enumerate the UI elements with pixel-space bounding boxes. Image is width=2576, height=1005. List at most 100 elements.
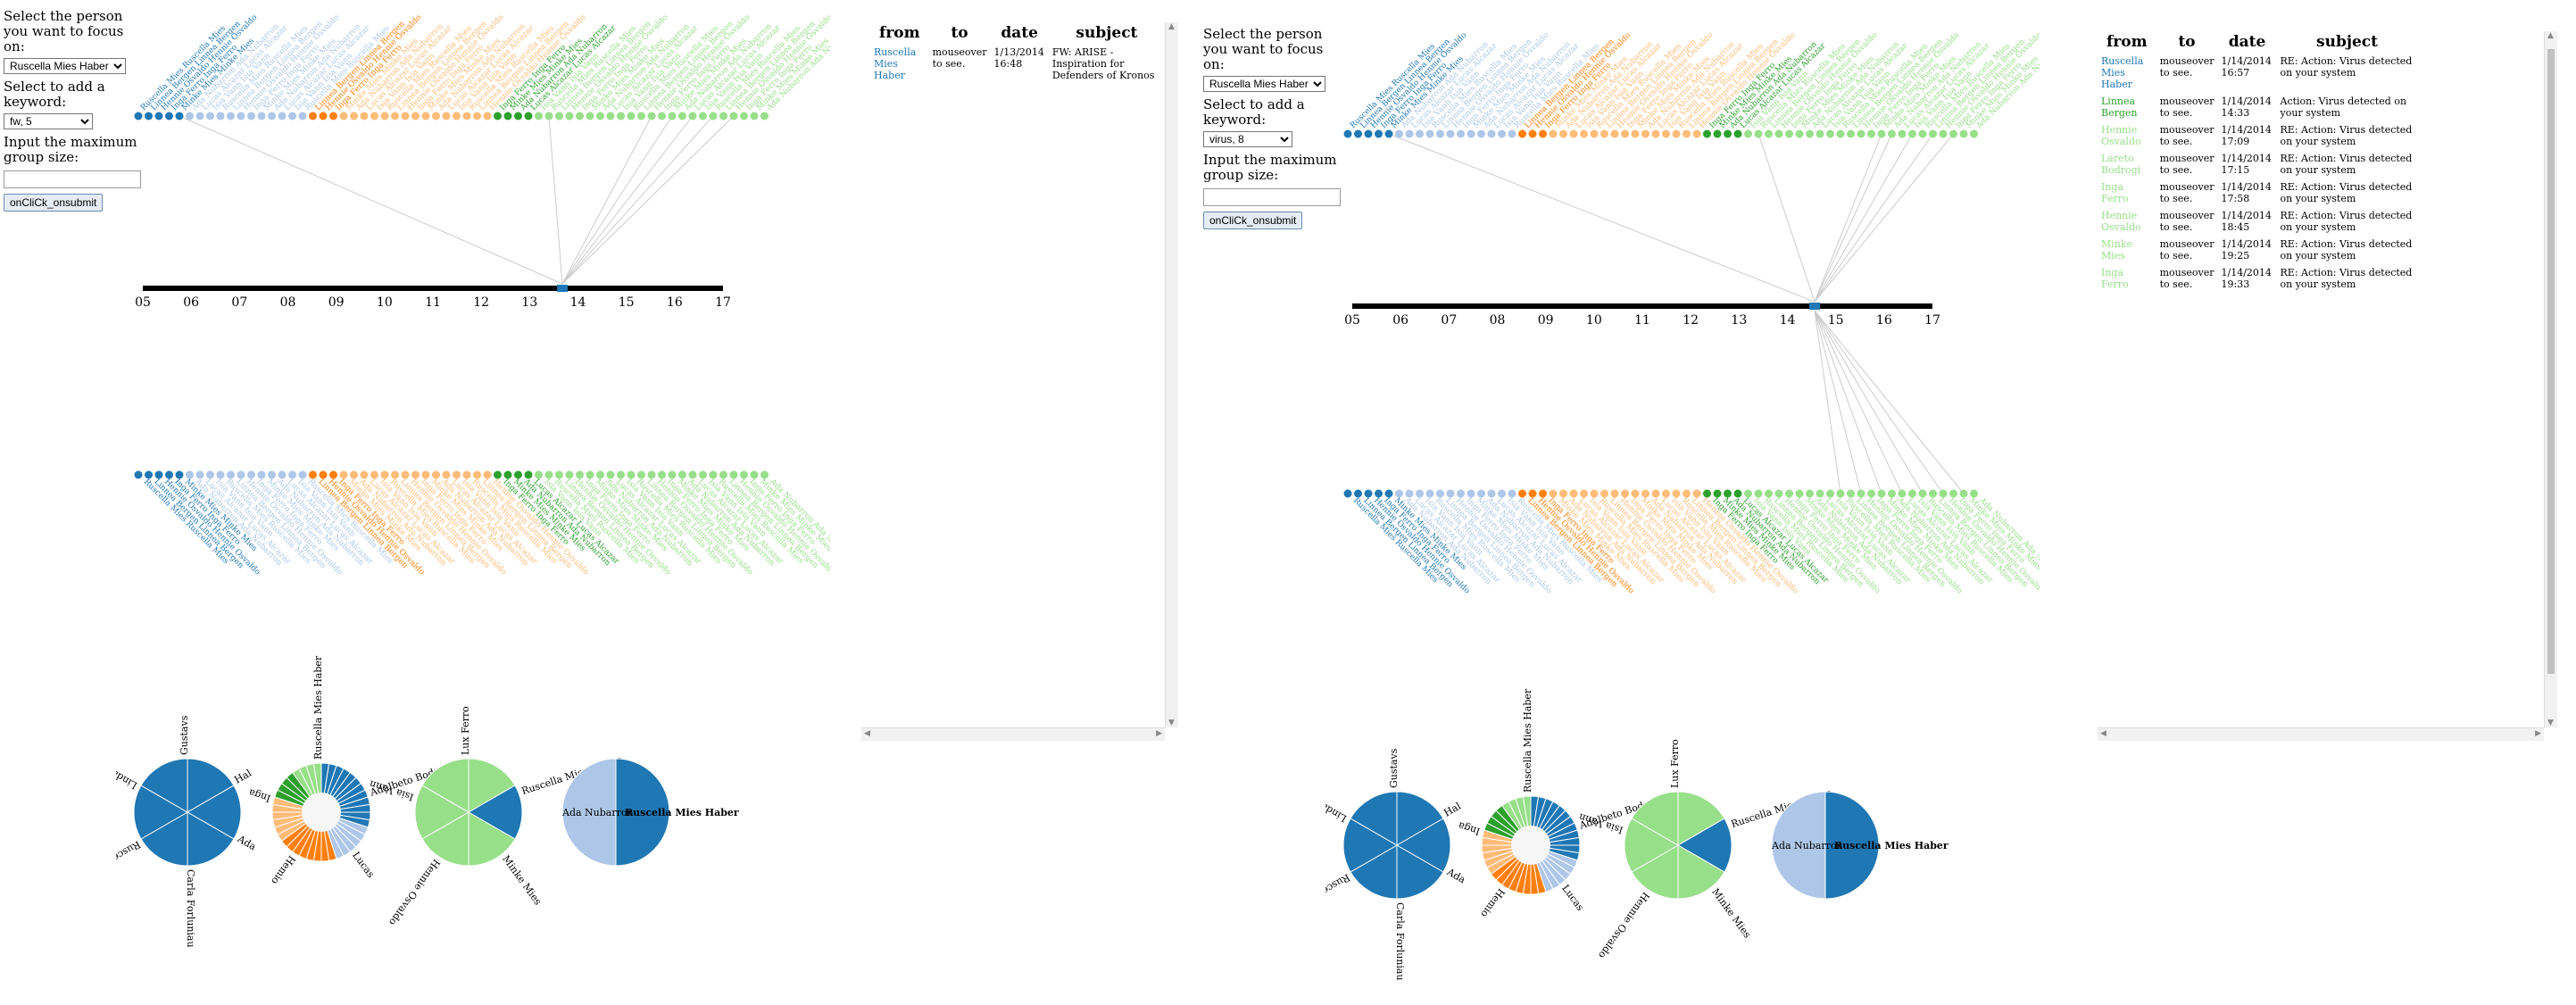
table-cell-to[interactable]: mouseover to see. [2159,267,2215,290]
person-node[interactable] [483,470,492,479]
person-node[interactable] [206,470,214,479]
person-node[interactable] [647,470,656,479]
person-node[interactable] [637,112,645,120]
person-node[interactable] [1549,129,1558,138]
scroll-up-arrow-icon[interactable]: ▲ [1168,22,1175,31]
submit-button[interactable]: onCliCk_onsubmit [4,194,104,212]
person-node[interactable] [1774,129,1783,138]
person-node[interactable] [462,112,471,120]
person-node[interactable] [421,470,430,479]
pie-slice[interactable] [187,758,235,813]
person-node[interactable] [1487,489,1496,498]
person-node[interactable] [1487,129,1496,138]
person-node[interactable] [1949,129,1957,138]
pie-slice[interactable] [468,758,516,813]
table-cell-to[interactable]: mouseover to see. [932,46,987,70]
pie-slice[interactable] [467,785,523,840]
pie-slice[interactable] [414,785,470,840]
person-node[interactable] [544,112,553,120]
person-node[interactable] [1569,129,1578,138]
person-node[interactable] [1692,489,1701,498]
pie-group-pair[interactable] [561,758,670,867]
person-node[interactable] [1898,129,1907,138]
person-node[interactable] [1724,129,1732,138]
person-node[interactable] [195,112,204,120]
person-node[interactable] [576,112,584,120]
person-node[interactable] [1528,489,1537,498]
person-node[interactable] [411,112,420,120]
person-node[interactable] [688,112,697,120]
person-node[interactable] [1528,129,1537,138]
person-node[interactable] [1836,489,1845,498]
person-node[interactable] [647,112,656,120]
person-node[interactable] [1477,129,1485,138]
pie-slice[interactable] [1396,844,1444,900]
person-node[interactable] [1733,129,1742,138]
person-node[interactable] [524,112,533,120]
person-node[interactable] [1559,489,1567,498]
person-node[interactable] [370,112,378,120]
person-node[interactable] [535,112,543,120]
table-row[interactable]: Lareto Bodrogi mouseover to see. 1/14/2014… [2098,150,2418,179]
person-node[interactable] [586,112,594,120]
person-node[interactable] [1918,129,1927,138]
person-node[interactable] [1518,489,1526,498]
person-node[interactable] [1405,129,1414,138]
person-node[interactable] [1559,129,1567,138]
person-node[interactable] [1518,129,1526,138]
pie-slice[interactable] [1350,791,1398,846]
person-node[interactable] [494,470,502,479]
person-node[interactable] [1457,129,1465,138]
pie-group-pair[interactable] [1771,791,1880,900]
pie-group-green[interactable] [1624,791,1733,900]
person-node[interactable] [1498,489,1506,498]
person-node[interactable] [247,112,255,120]
table-row[interactable]: Ruscella Mies Haber mouseover to see. 1/13… [870,44,1165,84]
person-node[interactable] [1467,489,1475,498]
person-node[interactable] [195,470,204,479]
table-cell-to[interactable]: mouseover to see. [2159,153,2215,176]
table-cell-to[interactable]: mouseover to see. [2159,210,2215,233]
person-node[interactable] [154,112,163,120]
scroll-down-arrow-icon[interactable]: ▼ [1168,718,1175,727]
person-node[interactable] [1416,129,1424,138]
person-node[interactable] [1888,129,1896,138]
pie-slice[interactable] [187,811,235,867]
person-node[interactable] [627,112,636,120]
person-node[interactable] [432,112,440,120]
table-row[interactable]: Inga Ferro mouseover to see. 1/14/2014 17:… [2098,179,2418,207]
person-node[interactable] [1785,129,1793,138]
person-node[interactable] [1621,489,1629,498]
person-node[interactable] [1970,129,1978,138]
person-node[interactable] [1877,489,1886,498]
table-row[interactable]: Minke Mies mouseover to see. 1/14/2014 19:… [2098,236,2418,264]
person-node[interactable] [1651,489,1660,498]
table-row[interactable]: Ruscella Mies Haber mouseover to see. 1/14… [2098,53,2418,93]
person-node[interactable] [709,112,718,120]
person-node[interactable] [1549,489,1558,498]
person-node[interactable] [699,112,707,120]
person-node[interactable] [750,470,759,479]
person-node[interactable] [309,470,317,479]
person-node[interactable] [1343,129,1352,138]
person-node[interactable] [370,470,378,479]
person-node[interactable] [1939,129,1948,138]
person-node[interactable] [750,112,759,120]
pie-slice[interactable] [1676,818,1733,873]
person-node[interactable] [1600,489,1608,498]
pie-group-blue[interactable] [1342,791,1451,900]
person-node[interactable] [134,470,143,479]
person-node[interactable] [391,470,399,479]
table-cell-to[interactable]: mouseover to see. [2159,181,2215,204]
person-node[interactable] [719,112,727,120]
person-node[interactable] [1384,129,1393,138]
person-node[interactable] [278,470,287,479]
person-node[interactable] [360,470,369,479]
person-node[interactable] [1621,129,1629,138]
person-node[interactable] [1857,129,1866,138]
person-node[interactable] [309,112,317,120]
person-node[interactable] [1508,129,1517,138]
person-node[interactable] [227,112,235,120]
person-node[interactable] [1785,489,1793,498]
table-cell-to[interactable]: mouseover to see. [2159,96,2215,119]
